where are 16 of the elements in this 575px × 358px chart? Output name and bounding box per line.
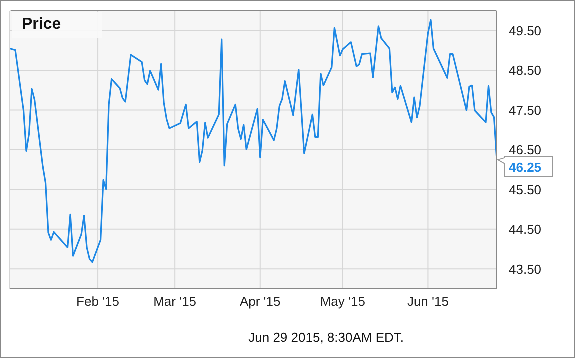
y-tick-label: 47.50 bbox=[509, 102, 542, 118]
y-tick-label: 45.50 bbox=[509, 182, 542, 198]
y-tick-label: 48.50 bbox=[509, 63, 542, 78]
y-tick-label: 49.50 bbox=[509, 23, 542, 38]
data-label: 46.25 bbox=[509, 160, 542, 175]
y-tick-label: 43.50 bbox=[509, 262, 542, 277]
y-tick-label: 46.50 bbox=[509, 142, 542, 158]
line-series bbox=[10, 19, 497, 264]
x-tick-label: Jun '15 bbox=[407, 294, 449, 310]
x-tick-label: Apr '15 bbox=[240, 294, 281, 310]
y-tick-label: 44.50 bbox=[509, 222, 542, 238]
x-tick-label: May '15 bbox=[320, 294, 366, 310]
x-tick-label: Mar '15 bbox=[154, 294, 197, 310]
text: Jun 29 2015, 8:30AM EDT. bbox=[248, 330, 404, 345]
x-tick-label: Feb '15 bbox=[76, 294, 120, 310]
chart-title: Price bbox=[12, 12, 102, 38]
